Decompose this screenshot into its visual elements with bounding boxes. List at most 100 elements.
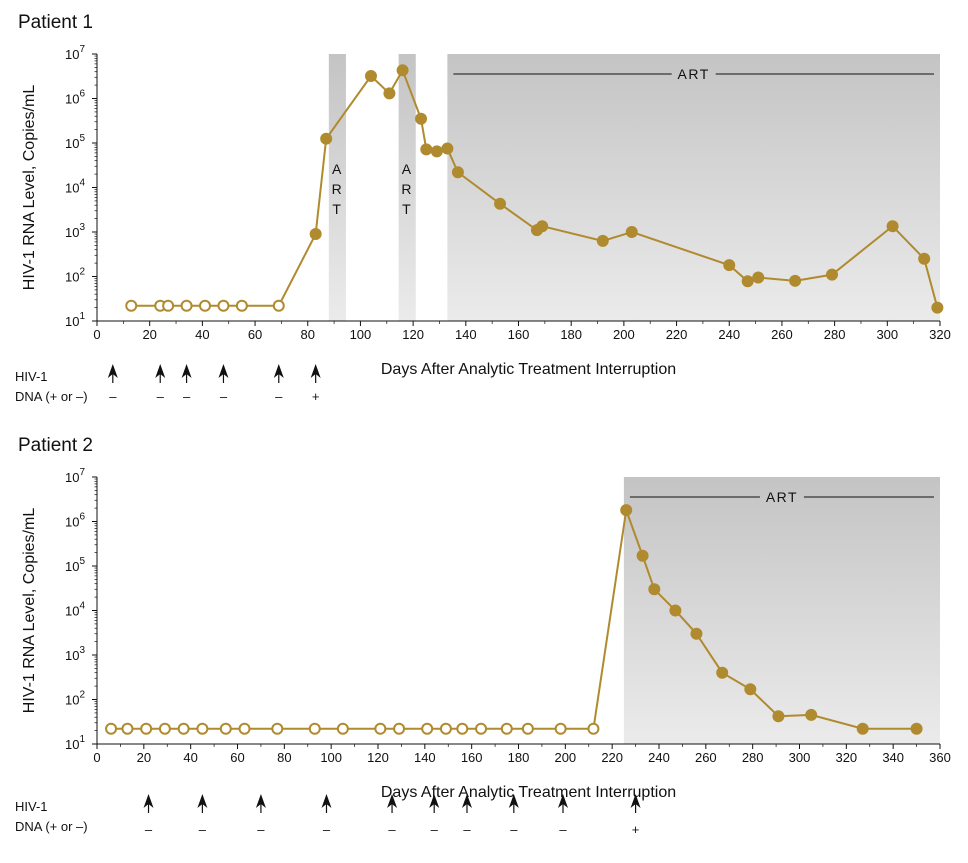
data-point-undetectable [140, 722, 153, 735]
data-point-detectable [752, 271, 765, 284]
dna-result: – [220, 389, 228, 404]
dna-result: – [145, 822, 153, 837]
data-point-detectable [620, 504, 633, 517]
y-tick-label: 104 [65, 601, 85, 619]
data-point-detectable [441, 142, 454, 155]
x-tick-label: 280 [742, 750, 764, 765]
art-label: A [332, 161, 343, 177]
data-point-undetectable [158, 722, 171, 735]
dna-arrow-icon [508, 794, 519, 808]
data-point-undetectable [105, 722, 118, 735]
data-point-detectable [723, 259, 736, 272]
data-point-undetectable [217, 299, 230, 312]
y-tick-base: 10 [65, 737, 79, 752]
data-point-undetectable [587, 722, 600, 735]
dna-result: – [157, 389, 165, 404]
dna-arrow-icon [429, 794, 440, 808]
dna-result: – [199, 822, 207, 837]
y-tick-base: 10 [65, 47, 79, 62]
panel-title: Patient 1 [18, 12, 93, 33]
y-tick-exponent: 2 [79, 267, 85, 278]
y-tick-base: 10 [65, 270, 79, 285]
data-point-undetectable [521, 722, 534, 735]
data-point-undetectable [238, 722, 251, 735]
data-point-detectable [320, 132, 333, 145]
data-point-detectable [741, 275, 754, 288]
dna-result: – [431, 822, 439, 837]
dna-arrow-icon [630, 794, 641, 808]
data-point-detectable [420, 143, 433, 156]
dna-label-line1: HIV-1 [15, 369, 48, 384]
data-point-undetectable [162, 299, 175, 312]
y-axis-label: HIV-1 RNA Level, Copies/mL [21, 85, 38, 291]
x-axis-label: Days After Analytic Treatment Interrupti… [381, 784, 676, 801]
dna-arrow-icon [143, 794, 154, 808]
y-tick-base: 10 [65, 693, 79, 708]
data-point-detectable [690, 627, 703, 640]
data-point-detectable [716, 666, 729, 679]
x-tick-label: 40 [183, 750, 197, 765]
dna-result: – [559, 822, 567, 837]
x-axis-label: Days After Analytic Treatment Interrupti… [381, 361, 676, 378]
dna-result: – [109, 389, 117, 404]
data-point-detectable [451, 166, 464, 179]
y-tick-exponent: 5 [79, 133, 85, 144]
x-tick-label: 100 [320, 750, 342, 765]
data-point-detectable [430, 145, 443, 158]
x-tick-label: 240 [718, 327, 740, 342]
dna-result: – [388, 822, 396, 837]
art-label: ART [678, 66, 710, 82]
y-tick-label: 106 [65, 512, 85, 530]
x-tick-label: 60 [248, 327, 262, 342]
y-tick-base: 10 [65, 648, 79, 663]
y-tick-exponent: 2 [79, 690, 85, 701]
data-point-undetectable [271, 722, 284, 735]
y-tick-base: 10 [65, 92, 79, 107]
dna-arrow-icon [218, 364, 229, 378]
y-tick-exponent: 4 [79, 601, 85, 612]
y-tick-label: 101 [65, 734, 85, 752]
data-point-undetectable [336, 722, 349, 735]
data-point-undetectable [196, 722, 209, 735]
y-tick-label: 103 [65, 222, 85, 240]
x-tick-label: 200 [613, 327, 635, 342]
x-tick-label: 140 [414, 750, 436, 765]
y-tick-label: 107 [65, 467, 85, 485]
x-tick-label: 80 [301, 327, 315, 342]
y-tick-label: 102 [65, 267, 85, 285]
dna-arrow-icon [557, 794, 568, 808]
data-point-detectable [494, 197, 507, 210]
data-point-undetectable [199, 299, 212, 312]
data-point-undetectable [456, 722, 469, 735]
data-point-detectable [918, 252, 931, 265]
x-tick-label: 320 [835, 750, 857, 765]
dna-label-line2: DNA (+ or –) [15, 819, 88, 834]
x-tick-label: 200 [554, 750, 576, 765]
data-point-undetectable [421, 722, 434, 735]
art-period-band [398, 54, 416, 321]
x-tick-label: 160 [461, 750, 483, 765]
data-point-detectable [648, 583, 661, 596]
x-tick-label: 300 [876, 327, 898, 342]
x-tick-label: 180 [560, 327, 582, 342]
x-tick-label: 60 [230, 750, 244, 765]
patient-1-panel: Patient 1ARTARTART1011021031041051061070… [15, 12, 951, 404]
y-tick-exponent: 3 [79, 222, 85, 233]
x-tick-label: 320 [929, 327, 951, 342]
dna-result: – [183, 389, 191, 404]
y-tick-exponent: 7 [79, 467, 85, 478]
y-tick-label: 105 [65, 133, 85, 151]
y-axis-label: HIV-1 RNA Level, Copies/mL [21, 508, 38, 714]
data-point-detectable [383, 87, 396, 100]
y-tick-label: 103 [65, 645, 85, 663]
dna-result: + [632, 822, 640, 837]
x-tick-label: 120 [367, 750, 389, 765]
data-point-undetectable [475, 722, 488, 735]
dna-arrow-icon [107, 364, 118, 378]
y-tick-exponent: 5 [79, 556, 85, 567]
data-point-detectable [772, 710, 785, 723]
data-point-detectable [596, 234, 609, 247]
panel-title: Patient 2 [18, 435, 93, 456]
x-tick-label: 40 [195, 327, 209, 342]
data-point-undetectable [219, 722, 232, 735]
